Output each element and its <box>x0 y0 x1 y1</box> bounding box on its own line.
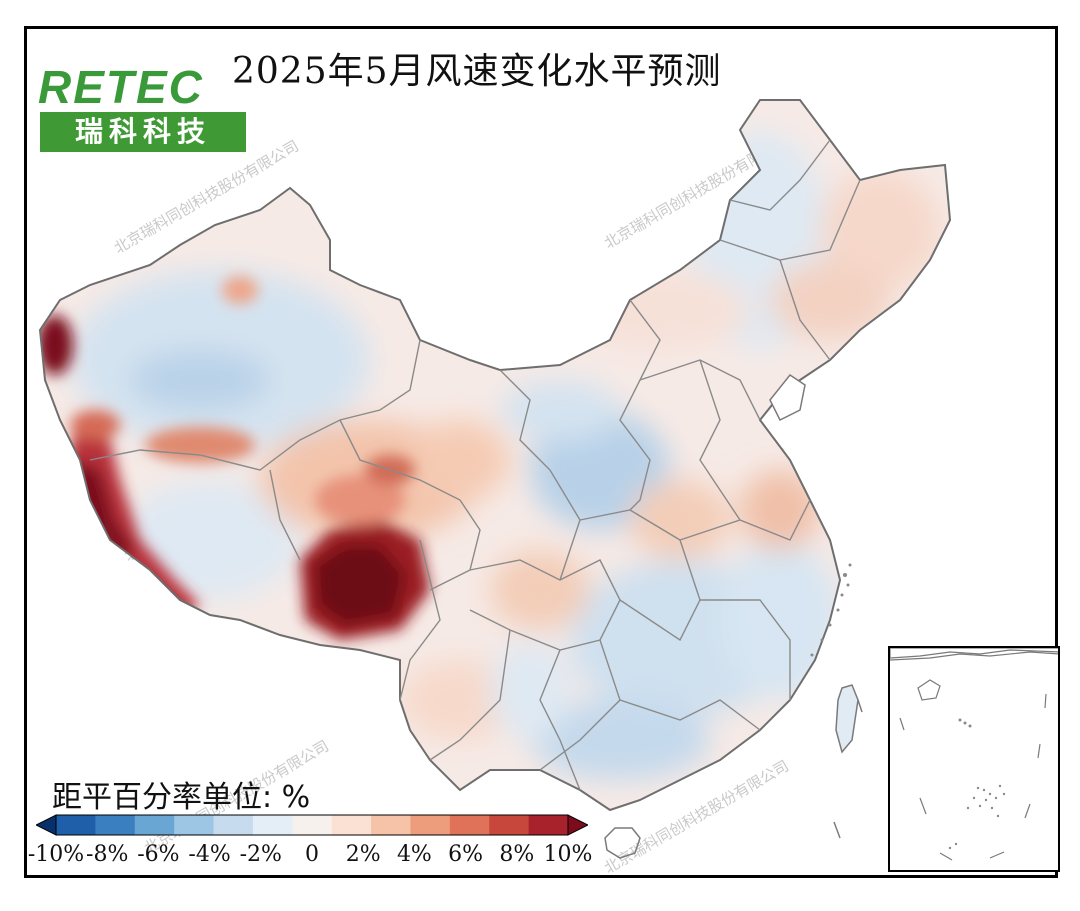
colorbar-tick-label: 4% <box>396 842 432 867</box>
colorbar-extend-max <box>567 814 588 836</box>
colorbar-tick-label: 6% <box>448 842 484 867</box>
colorbar-segment <box>174 815 215 835</box>
south-china-sea-inset <box>888 646 1060 872</box>
colorbar-segment <box>292 815 333 835</box>
colorbar-segment <box>56 815 96 835</box>
coastal-islands <box>810 563 852 657</box>
colorbar-segment <box>252 815 293 835</box>
bohai-sea <box>769 373 806 422</box>
company-logo: RETEC 瑞科科技 <box>38 62 248 154</box>
taiwan-outline <box>835 684 859 754</box>
colorbar-segment <box>134 815 175 835</box>
colorbar-extend-min <box>36 814 57 836</box>
colorbar-segment <box>528 815 569 835</box>
province-borders <box>89 139 861 791</box>
colorbar-tick-label: -10% <box>27 842 85 867</box>
colorbar-segment <box>213 815 254 835</box>
colorbar-segment <box>449 815 490 835</box>
colorbar-segment <box>95 815 136 835</box>
colorbar-tick-label: 0 <box>305 842 319 867</box>
colorbar-tick-label: 8% <box>499 842 535 867</box>
colorbar-segment <box>489 815 530 835</box>
map-title: 2025年5月风速变化水平预测 <box>232 51 722 92</box>
colorbar-outline <box>55 814 569 836</box>
colorbar-tick-label: -8% <box>86 842 129 867</box>
unit-label: 距平百分率单位: % <box>52 780 311 815</box>
hainan-outline <box>604 827 641 859</box>
colorbar-segment <box>371 815 411 835</box>
colorbar-segment <box>410 815 451 835</box>
inset-map <box>890 648 1058 861</box>
logo-text-bottom: 瑞科科技 <box>40 112 246 152</box>
dash-line <box>833 699 863 839</box>
colorbar-tick-label: 10% <box>543 842 593 867</box>
colorbar-tick-label: 2% <box>345 842 381 867</box>
colorbar-ticks: -10% -8% -6% -4% -2% 0 2% 4% 6% 8% 10% <box>27 842 593 872</box>
colorbar <box>36 814 588 836</box>
colorbar-tick-label: -2% <box>239 842 282 867</box>
colorbar-segment <box>331 815 372 835</box>
colorbar-tick-label: -4% <box>188 842 231 867</box>
country-border <box>38 99 952 812</box>
logo-text-top: RETEC <box>38 61 204 113</box>
colorbar-tick-label: -6% <box>137 842 180 867</box>
